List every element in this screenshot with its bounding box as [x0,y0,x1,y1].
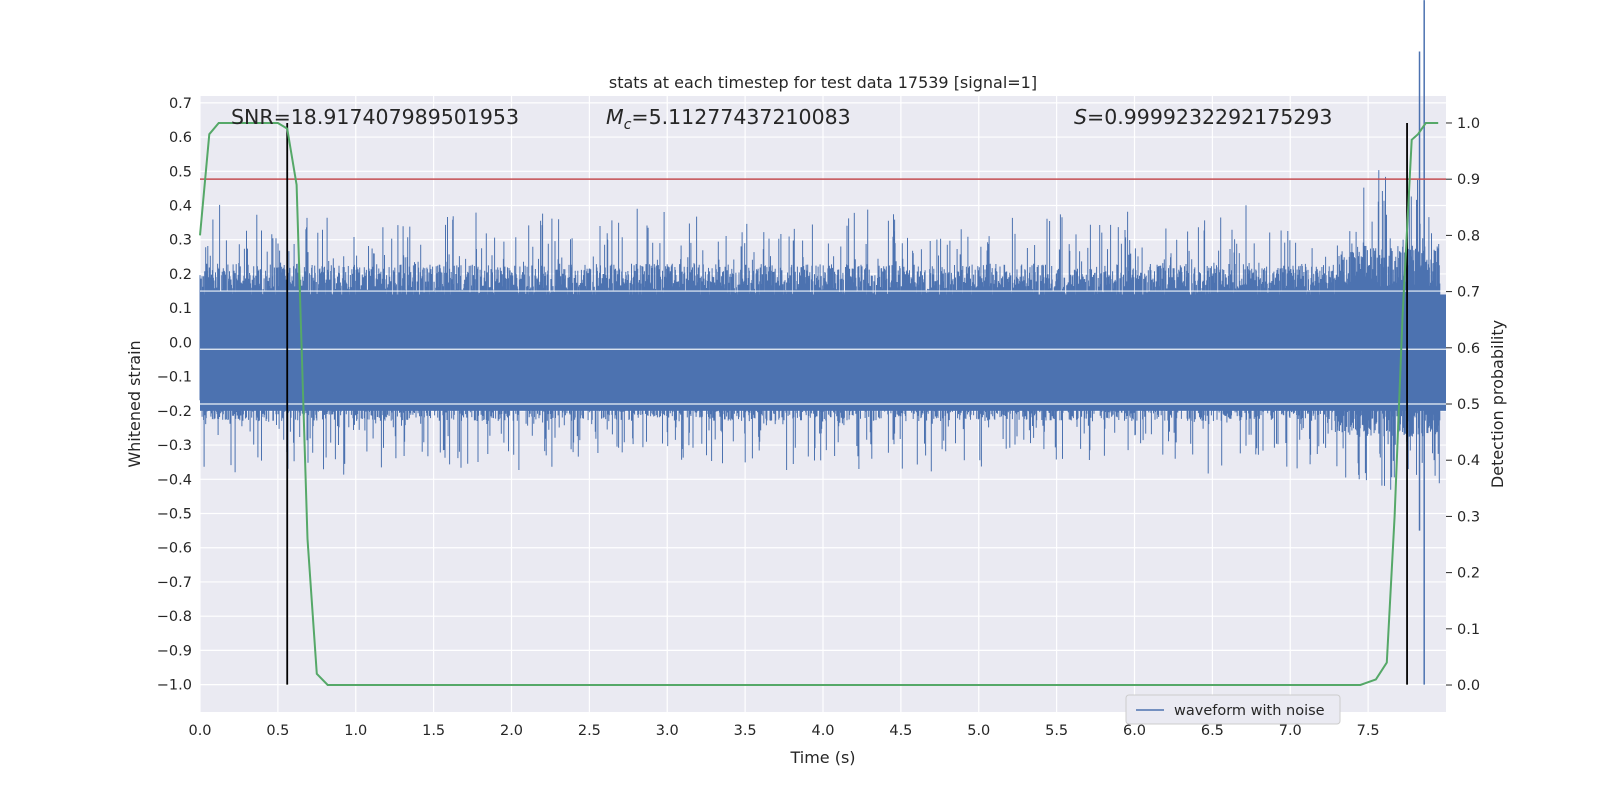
chart-title: stats at each timestep for test data 175… [609,73,1037,92]
snr-annotation: SNR=18.917407989501953 [231,105,519,129]
y2-tick-label: 0.3 [1457,509,1480,525]
y2-tick-label: 0.1 [1457,622,1480,638]
x-tick-labels: 0.0 0.5 1.0 1.5 2.0 2.5 3.0 3.5 4.0 4.5 5.0 5.5 6.0 6… [188,723,1379,739]
legend-box [1125,694,1341,725]
y2-tick-label: 0.8 [1457,228,1480,244]
x-axis-label: Time (s) [789,748,855,767]
x-tick-label: 5.5 [1045,723,1068,739]
y-tick-label: −0.8 [157,609,192,625]
x-tick-label: 4.5 [889,723,912,739]
x-tick-label: 1.0 [344,723,367,739]
s-annotation: S=0.9999232292175293 [1074,105,1332,129]
x-tick-label: 0.5 [266,723,289,739]
probability-series [199,122,1439,686]
y2-tick-label: 0.2 [1457,566,1480,582]
y-tick-label: −0.9 [157,643,192,659]
waveform-envelope [200,294,1446,411]
y-tick-label: 0.2 [169,267,192,283]
y-tick-labels: 0.7 0.6 0.5 0.4 0.3 0.2 0.1 0.0 −0.1 −0.2 −0.3 −0.4… [157,96,192,694]
y2-tick-label: 0.9 [1457,172,1480,188]
y-tick-label: 0.5 [169,164,192,180]
x-tick-label: 2.0 [500,723,523,739]
y-tick-label: 0.7 [169,96,192,112]
y-tick-label: 0.4 [169,199,192,215]
y-tick-label: −0.7 [157,575,192,591]
x-tick-label: 5.0 [967,723,990,739]
y2-tick-label: 0.7 [1457,285,1480,301]
y2-tick-label: 0.6 [1457,341,1480,357]
x-tick-label: 3.5 [734,723,757,739]
y2-tick-labels: 1.0 0.9 0.8 0.7 0.6 0.5 0.4 0.3 0.2 0.1 0.0 [1446,116,1480,694]
waveform-series [199,0,1446,685]
detection-probability-line [199,122,1439,686]
legend: waveform with noise [1125,694,1341,725]
x-tick-label: 4.0 [811,723,834,739]
x-tick-label: 1.5 [422,723,445,739]
y-tick-label: 0.3 [169,233,192,249]
x-tick-label: 3.0 [656,723,679,739]
y2-axis-label: Detection probability [1488,320,1507,488]
x-tick-label: 7.0 [1279,723,1302,739]
y2-tick-label: 0.4 [1457,453,1480,469]
y2-tick-label: 1.0 [1457,116,1480,132]
y-tick-label: 0.0 [169,335,192,351]
y-tick-label: −0.3 [157,438,192,454]
y-tick-label: −0.6 [157,541,192,557]
x-tick-label: 2.5 [578,723,601,739]
y-tick-label: −0.1 [157,370,192,386]
y-tick-label: −0.5 [157,507,192,523]
x-tick-label: 6.0 [1123,723,1146,739]
y-tick-label: −0.4 [157,472,192,488]
y-tick-label: 0.1 [169,301,192,317]
y2-tick-label: 0.0 [1457,678,1480,694]
chirp-mass-annotation: Mc=5.11277437210083 [606,105,851,133]
x-tick-label: 7.5 [1357,723,1380,739]
y-tick-label: 0.6 [169,130,192,146]
x-tick-label: 6.5 [1201,723,1224,739]
y-tick-label: −1.0 [157,678,192,694]
x-tick-label: 0.0 [188,723,211,739]
y-tick-label: −0.2 [157,404,192,420]
legend-label-waveform: waveform with noise [1174,703,1325,719]
y2-tick-label: 0.5 [1457,397,1480,413]
y-axis-label: Whitened strain [125,340,144,467]
